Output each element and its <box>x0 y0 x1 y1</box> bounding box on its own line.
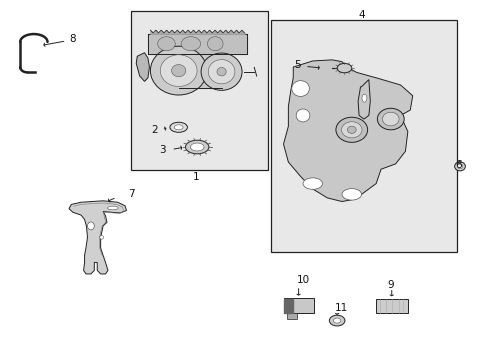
Ellipse shape <box>169 122 187 132</box>
Polygon shape <box>284 299 292 313</box>
Bar <box>131 11 267 170</box>
Ellipse shape <box>190 143 203 151</box>
Ellipse shape <box>160 55 197 86</box>
Polygon shape <box>69 201 126 274</box>
Text: 1: 1 <box>192 172 199 182</box>
Bar <box>375 299 407 314</box>
Ellipse shape <box>341 189 361 200</box>
Ellipse shape <box>454 162 465 171</box>
Ellipse shape <box>158 37 175 51</box>
Ellipse shape <box>303 178 322 189</box>
Ellipse shape <box>346 126 355 134</box>
Text: 9: 9 <box>386 280 393 290</box>
Text: 5: 5 <box>293 59 300 69</box>
Ellipse shape <box>296 109 309 122</box>
Ellipse shape <box>207 37 223 51</box>
Text: 7: 7 <box>128 189 134 199</box>
Ellipse shape <box>217 68 226 76</box>
Ellipse shape <box>335 117 367 142</box>
Text: 2: 2 <box>151 125 157 135</box>
Ellipse shape <box>333 318 340 323</box>
Ellipse shape <box>185 140 208 154</box>
Text: 3: 3 <box>159 144 165 154</box>
Ellipse shape <box>174 125 183 130</box>
Text: 11: 11 <box>334 303 347 314</box>
Ellipse shape <box>208 59 234 84</box>
Polygon shape <box>283 60 412 202</box>
Ellipse shape <box>456 164 462 169</box>
Polygon shape <box>357 80 369 119</box>
Polygon shape <box>148 34 246 54</box>
Ellipse shape <box>361 94 366 102</box>
Ellipse shape <box>87 222 94 230</box>
Ellipse shape <box>150 46 206 95</box>
Ellipse shape <box>291 81 309 96</box>
Polygon shape <box>136 53 149 81</box>
Ellipse shape <box>336 63 351 73</box>
Ellipse shape <box>100 235 103 239</box>
Ellipse shape <box>201 53 242 90</box>
Ellipse shape <box>107 206 118 210</box>
Ellipse shape <box>181 37 200 51</box>
Ellipse shape <box>382 112 398 126</box>
Ellipse shape <box>377 108 404 130</box>
Ellipse shape <box>171 64 185 77</box>
Text: 8: 8 <box>69 35 76 44</box>
Text: 10: 10 <box>296 275 309 285</box>
Bar <box>287 313 297 319</box>
Bar <box>271 21 456 252</box>
Bar <box>283 298 313 314</box>
Text: 4: 4 <box>358 10 364 20</box>
Ellipse shape <box>329 315 344 326</box>
Ellipse shape <box>341 122 361 138</box>
Text: 6: 6 <box>455 160 462 170</box>
